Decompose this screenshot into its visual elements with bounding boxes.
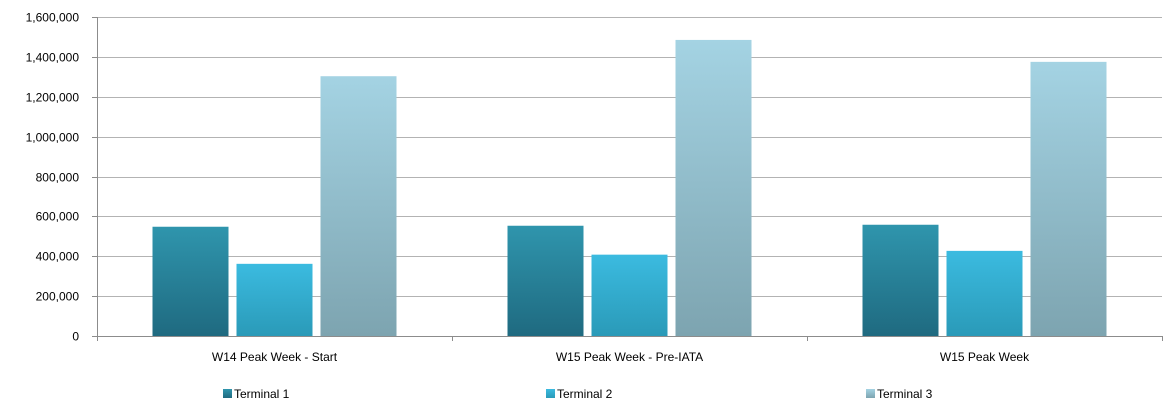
y-tick-label: 400,000 bbox=[36, 250, 80, 264]
y-tick-label: 1,600,000 bbox=[26, 11, 80, 25]
legend-swatch bbox=[866, 389, 875, 398]
bar-terminal-2-2 bbox=[591, 254, 668, 336]
bar-terminal-2-1 bbox=[236, 263, 313, 336]
x-category-label: W14 Peak Week - Start bbox=[212, 350, 338, 364]
bar-terminal-3-3 bbox=[1030, 61, 1107, 336]
legend-swatch bbox=[223, 389, 232, 398]
y-tick-label: 1,400,000 bbox=[26, 51, 80, 65]
legend-label: Terminal 3 bbox=[877, 387, 933, 401]
bar-terminal-1-3 bbox=[862, 224, 939, 336]
x-category-label: W15 Peak Week bbox=[940, 350, 1030, 364]
bar-terminal-1-1 bbox=[152, 226, 229, 336]
y-tick-label: 1,000,000 bbox=[26, 131, 80, 145]
x-category-label: W15 Peak Week - Pre-IATA bbox=[556, 350, 703, 364]
y-tick-label: 200,000 bbox=[36, 290, 80, 304]
bars bbox=[152, 39, 1107, 336]
y-tick-label: 800,000 bbox=[36, 171, 80, 185]
y-tick-label: 0 bbox=[72, 330, 79, 344]
y-axis: 0 200,000 400,000 600,000 800,000 1,000,000 1,… bbox=[26, 11, 98, 344]
y-tick-label: 1,200,000 bbox=[26, 91, 80, 105]
legend-label: Terminal 1 bbox=[234, 387, 290, 401]
y-tick-label: 600,000 bbox=[36, 210, 80, 224]
bar-terminal-1-2 bbox=[507, 225, 584, 336]
bar-terminal-2-3 bbox=[946, 250, 1023, 336]
legend-swatch bbox=[546, 389, 555, 398]
legend: Terminal 1 Terminal 2 Terminal 3 bbox=[223, 387, 933, 401]
legend-label: Terminal 2 bbox=[557, 387, 613, 401]
x-axis: W14 Peak Week - Start W15 Peak Week - Pre… bbox=[97, 336, 1163, 364]
bar-terminal-3-2 bbox=[675, 39, 752, 336]
bar-terminal-3-1 bbox=[320, 76, 397, 336]
